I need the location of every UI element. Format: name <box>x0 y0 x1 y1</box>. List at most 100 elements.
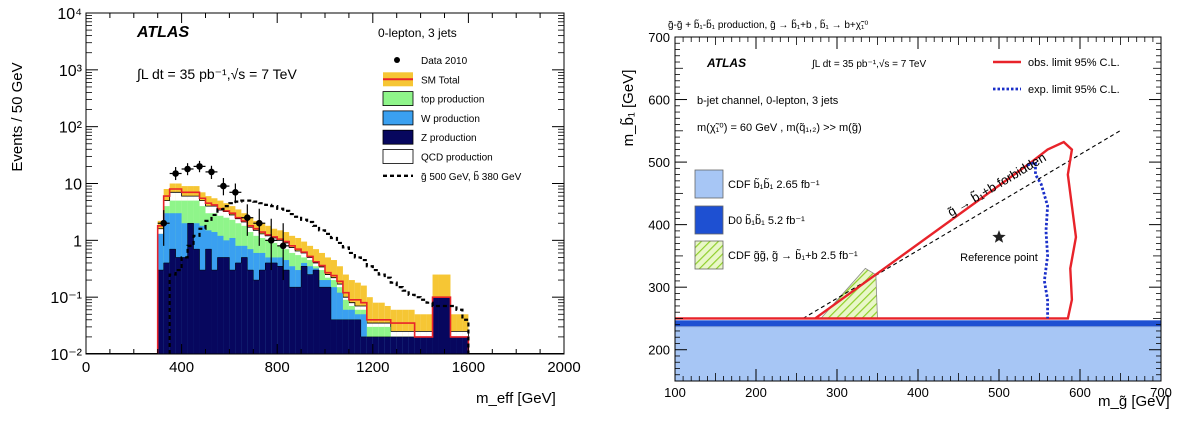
z-production-bin <box>229 270 236 354</box>
z-production-bin <box>283 270 290 354</box>
data-point <box>160 219 167 227</box>
data-point <box>267 237 275 244</box>
z-production-bin <box>247 270 254 354</box>
meff-experiment-label: ATLAS <box>136 24 189 41</box>
z-production-bin <box>366 336 373 354</box>
z-production-bin <box>163 262 170 354</box>
z-production-bin <box>426 336 433 354</box>
meff-legend: Data 2010 SM Total top production W product… <box>382 56 522 183</box>
observed-limit-line <box>675 140 1078 320</box>
z-production-bin <box>408 336 415 354</box>
w-production-bin <box>360 314 367 354</box>
z-production-outline <box>157 222 469 354</box>
z-production-bin <box>390 336 397 354</box>
exclusion-y-tick-label: 400 <box>648 218 670 233</box>
meff-channel-label: 0-lepton, 3 jets <box>378 26 457 40</box>
legend-region-label: CDF b̃₁b̃₁ 2.65 fb⁻¹ <box>728 178 820 191</box>
exclusion-x-tick-label: 100 <box>664 385 686 400</box>
meff-y-tick-label: 10² <box>59 120 83 137</box>
exclusion-y-tick-label: 600 <box>648 93 670 108</box>
exclusion-y-tick-label: 500 <box>648 155 670 170</box>
z-production-bin <box>456 336 463 354</box>
legend-region-label: CDF g̃g̃, g̃ → b̃₁+b 2.5 fb⁻¹ <box>728 249 858 262</box>
reference-point-star <box>992 230 1006 243</box>
d0-sbottom-excluded-region <box>675 320 1161 327</box>
z-production-bin <box>289 287 296 354</box>
z-production-bin <box>336 319 343 354</box>
legend-fill-swatch <box>382 110 414 126</box>
sm-total-line <box>156 188 470 354</box>
meff-y-tick-label: 10⁴ <box>57 6 82 23</box>
z-production-bin <box>330 319 337 354</box>
z-production-bin <box>223 257 230 354</box>
legend-entry-label: top production <box>421 95 484 106</box>
legend-entry-label: Data 2010 <box>421 56 468 67</box>
z-production-bin <box>360 336 367 354</box>
meff-x-tick-label: 1200 <box>356 359 389 376</box>
z-production-bin <box>444 297 451 354</box>
z-production-bin <box>402 336 409 354</box>
meff-axes: 0 400 800 1200 1600 2000 10⁻² 10⁻¹ 1 10 10² 10³ 10⁴ <box>50 6 580 376</box>
meff-y-tick-label: 10⁻¹ <box>50 290 82 307</box>
data-point <box>244 214 251 222</box>
exclusion-y-axis-label: m_b̃₁ [GeV] <box>620 70 637 147</box>
expected-limit-line <box>1026 160 1050 319</box>
z-production-bin <box>372 336 379 354</box>
z-production-bin <box>414 336 421 354</box>
exclusion-luminosity-label: ∫L dt = 35 pb⁻¹,√s = 7 TeV <box>811 58 926 70</box>
signal-dashed-line <box>168 199 470 354</box>
meff-x-tick-label: 800 <box>265 359 290 376</box>
exclusion-x-axis-label: m_g̃ [GeV] <box>1098 393 1170 410</box>
exclusion-x-tick-label: 700 <box>1150 385 1172 400</box>
reference-point-label: Reference point <box>960 252 1038 264</box>
z-production-bin <box>235 262 242 354</box>
exclusion-experiment-label: ATLAS <box>706 56 746 70</box>
z-production-bin <box>432 297 439 354</box>
z-production-bin <box>378 336 385 354</box>
z-production-bin <box>354 319 361 354</box>
exclusion-x-tick-label: 200 <box>745 385 767 400</box>
qcd-production-outline <box>157 191 469 354</box>
data-point <box>196 163 203 170</box>
z-production-bin <box>205 249 212 354</box>
z-production-bin <box>295 287 302 354</box>
z-production-bin <box>271 262 278 354</box>
meff-y-axis-label: Events / 50 GeV <box>9 62 26 171</box>
legend-entry-label: SM Total <box>421 75 460 86</box>
meff-x-tick-label: 2000 <box>547 359 580 376</box>
mass-exclusion-chart: g̃ → b̃₁+b forbidden Reference point 100 20… <box>620 18 1172 410</box>
meff-x-tick-label: 1600 <box>452 359 485 376</box>
exclusion-x-tick-label: 300 <box>826 385 848 400</box>
meff-luminosity-label: ∫L dt = 35 pb⁻¹,√s = 7 TeV <box>136 66 297 82</box>
z-production-bin <box>462 336 469 354</box>
legend-cdf-gluino-swatch <box>694 240 724 270</box>
legend-d0-sbottom-swatch <box>694 205 724 235</box>
legend-entry-label: W production <box>421 114 480 125</box>
meff-y-tick-label: 10 <box>64 177 82 194</box>
exclusion-channel-label: b-jet channel, 0-lepton, 3 jets <box>697 95 839 107</box>
z-production-bin <box>253 280 260 354</box>
exclusion-y-tick-label: 700 <box>648 30 670 45</box>
z-production-bin <box>325 287 331 354</box>
z-production-bin <box>169 249 176 354</box>
z-production-bin <box>450 336 457 354</box>
z-production-bin <box>438 297 445 354</box>
meff-y-tick-label: 1 <box>73 233 82 250</box>
data-point <box>184 165 191 173</box>
meff-x-tick-label: 0 <box>82 359 90 376</box>
z-production-bin <box>396 336 403 354</box>
z-production-bin <box>420 336 427 354</box>
legend-entry-label: g̃ 500 GeV, b̃ 380 GeV <box>421 170 522 183</box>
legend-fill-swatch <box>382 91 414 106</box>
z-production-bin <box>217 257 224 354</box>
exclusion-x-tick-label: 400 <box>907 385 929 400</box>
z-production-bin <box>175 257 182 354</box>
z-production-bin <box>348 319 355 354</box>
legend-cdf-sbottom-swatch <box>694 169 724 199</box>
z-production-bin <box>313 270 320 354</box>
z-production-bin <box>259 270 266 354</box>
exclusion-y-tick-label: 200 <box>648 343 670 358</box>
z-production-bin <box>241 257 248 354</box>
data-point <box>208 168 215 176</box>
